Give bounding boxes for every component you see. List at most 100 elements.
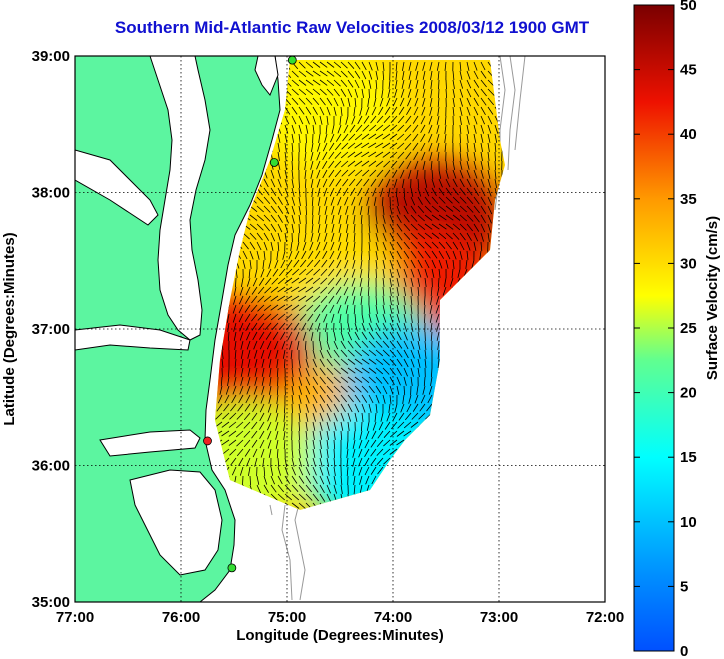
velocity-arrow	[473, 70, 479, 80]
velocity-arrow	[329, 304, 335, 314]
velocity-arrow	[382, 61, 385, 71]
velocity-arrow	[276, 448, 279, 459]
velocity-arrow	[408, 169, 412, 179]
velocity-arrow	[418, 412, 426, 420]
velocity-arrow	[375, 88, 377, 99]
velocity-arrow	[246, 385, 251, 395]
velocity-arrow	[347, 358, 356, 365]
velocity-arrow	[347, 61, 355, 69]
velocity-arrow	[377, 466, 384, 475]
velocity-arrow	[347, 385, 355, 393]
velocity-arrow	[334, 169, 342, 178]
velocity-arrow	[403, 349, 409, 359]
velocity-arrow	[333, 403, 339, 413]
velocity-arrow	[375, 79, 378, 90]
velocity-arrow	[452, 259, 455, 269]
velocity-arrow	[389, 241, 395, 251]
velocity-arrow	[305, 412, 309, 422]
velocity-arrow	[245, 322, 251, 332]
velocity-arrow	[291, 403, 293, 414]
velocity-arrow	[403, 196, 408, 206]
velocity-arrow	[326, 475, 331, 485]
velocity-arrow	[326, 88, 334, 96]
velocity-arrow	[445, 79, 447, 90]
station-hatteras-marker	[227, 563, 237, 573]
velocity-arrow	[334, 142, 342, 151]
velocity-arrow	[494, 133, 498, 143]
colorbar-tick-label: 30	[680, 255, 697, 272]
velocity-arrow	[438, 169, 442, 179]
velocity-arrow	[435, 313, 440, 323]
velocity-arrow	[291, 70, 299, 78]
velocity-arrow	[375, 232, 379, 242]
velocity-arrow	[345, 205, 349, 215]
velocity-arrow	[312, 421, 316, 431]
velocity-arrow	[264, 313, 272, 321]
velocity-arrow	[417, 214, 425, 222]
velocity-arrow	[249, 232, 257, 240]
velocity-arrow	[353, 223, 356, 233]
velocity-arrow	[344, 250, 349, 260]
velocity-arrow	[277, 376, 279, 387]
velocity-arrow	[298, 277, 307, 284]
velocity-arrow	[284, 169, 288, 179]
velocity-arrow	[317, 187, 321, 197]
velocity-arrow	[396, 331, 402, 341]
velocity-arrow	[396, 133, 405, 141]
velocity-arrow	[445, 160, 448, 171]
velocity-arrow	[422, 385, 426, 395]
velocity-arrow	[319, 106, 325, 116]
velocity-arrow	[319, 457, 323, 467]
velocity-arrow	[361, 151, 370, 158]
velocity-arrow	[410, 286, 413, 296]
velocity-arrow	[417, 286, 420, 297]
velocity-arrow	[451, 268, 454, 278]
velocity-arrow	[412, 142, 419, 151]
velocity-arrow	[305, 367, 310, 377]
velocity-arrow	[396, 385, 400, 395]
velocity-arrow	[268, 394, 272, 404]
velocity-arrow	[270, 178, 276, 188]
velocity-arrow	[403, 304, 406, 314]
velocity-arrow	[459, 124, 462, 135]
velocity-arrow	[452, 223, 461, 231]
velocity-arrow	[236, 421, 244, 429]
velocity-arrow	[368, 79, 372, 89]
velocity-arrow	[242, 250, 248, 260]
velocity-arrow	[326, 367, 334, 375]
velocity-arrow	[382, 205, 385, 215]
velocity-arrow	[407, 88, 412, 98]
velocity-arrow	[344, 196, 349, 206]
velocity-arrow	[333, 340, 339, 350]
colorbar-tick-label: 45	[680, 62, 697, 79]
velocity-arrow	[403, 295, 406, 305]
velocity-arrow	[487, 106, 494, 115]
velocity-arrow	[318, 133, 321, 143]
velocity-arrow	[429, 304, 433, 314]
velocity-arrow	[317, 223, 321, 233]
velocity-arrow	[307, 313, 314, 322]
velocity-arrow	[351, 268, 356, 278]
velocity-arrow	[347, 394, 354, 403]
velocity-arrow	[361, 133, 370, 140]
velocity-arrow	[408, 70, 412, 80]
velocity-arrow	[246, 340, 251, 350]
velocity-arrow	[396, 349, 403, 358]
velocity-arrow	[277, 466, 281, 476]
velocity-arrow	[375, 268, 377, 279]
velocity-arrow	[370, 439, 377, 448]
velocity-arrow	[247, 376, 251, 386]
velocity-arrow	[305, 475, 312, 484]
velocity-arrow	[256, 475, 260, 485]
velocity-arrow	[397, 124, 405, 132]
velocity-arrow	[357, 115, 363, 125]
velocity-arrow	[256, 241, 262, 251]
velocity-arrow	[340, 106, 343, 116]
velocity-arrow	[452, 205, 461, 213]
velocity-arrow	[420, 394, 426, 404]
velocity-arrow	[298, 457, 302, 467]
velocity-arrow	[326, 376, 334, 384]
velocity-arrow	[438, 79, 440, 90]
velocity-arrow	[276, 385, 279, 396]
velocity-arrow	[370, 178, 377, 187]
